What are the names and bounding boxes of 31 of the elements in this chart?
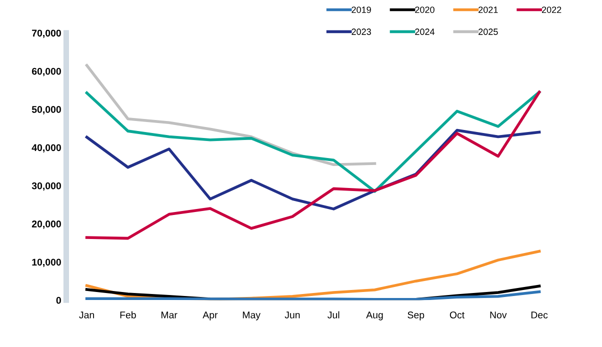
x-tick-label: Aug xyxy=(366,312,383,320)
legend-label: 2020 xyxy=(415,6,434,13)
y-tick-label: 0 xyxy=(56,296,61,304)
y-tick-label: 70,000 xyxy=(32,30,61,38)
legend-label: 2023 xyxy=(352,28,371,35)
line-series xyxy=(85,90,541,193)
x-tick-label: Nov xyxy=(490,312,507,318)
line-series xyxy=(85,290,541,300)
x-tick-label: Jul xyxy=(328,311,340,318)
x-tick-label: Apr xyxy=(202,312,218,320)
x-tick-label: Oct xyxy=(450,312,465,318)
legend-label: 2025 xyxy=(478,28,498,35)
legend-label: 2022 xyxy=(542,6,562,13)
line-series xyxy=(85,90,541,240)
y-tick-label: 30,000 xyxy=(32,182,61,191)
legend-label: 2024 xyxy=(415,28,435,35)
x-tick-label: Jun xyxy=(284,312,300,318)
legend-label: 2019 xyxy=(352,6,371,13)
line-series xyxy=(85,64,376,166)
x-tick-label: Mar xyxy=(161,312,178,318)
y-tick-label: 20,000 xyxy=(32,220,61,229)
legend-label: 2021 xyxy=(478,6,498,13)
x-tick-label: Jan xyxy=(79,312,94,318)
y-tick-label: 10,000 xyxy=(32,258,61,268)
y-tick-label: 50,000 xyxy=(32,106,61,114)
x-tick-label: May xyxy=(242,312,260,320)
y-tick-label: 40,000 xyxy=(32,144,61,153)
x-tick-label: Feb xyxy=(120,311,136,318)
y-tick-label: 60,000 xyxy=(32,68,61,76)
x-tick-label: Dec xyxy=(531,312,548,318)
x-tick-label: Sep xyxy=(408,312,424,320)
